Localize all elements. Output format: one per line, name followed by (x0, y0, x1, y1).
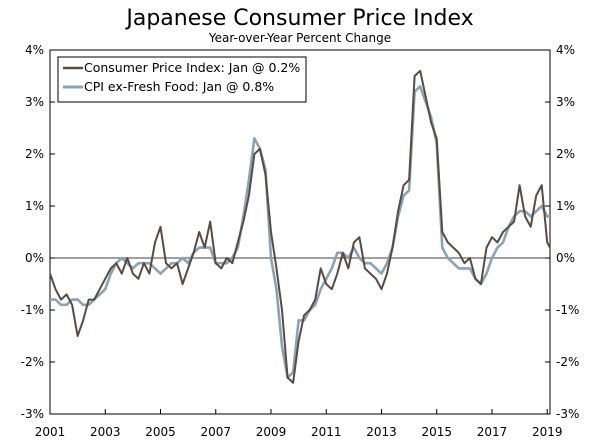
chart-subtitle: Year-over-Year Percent Change (208, 31, 391, 45)
x-tick-label: 2003 (90, 425, 121, 439)
y-tick-label-right: 0% (556, 251, 575, 265)
x-tick-label: 2007 (200, 425, 231, 439)
x-tick-label: 2013 (366, 425, 397, 439)
y-tick-label-left: -3% (21, 407, 44, 421)
y-tick-label-right: -1% (556, 303, 579, 317)
y-tick-label-right: -2% (556, 355, 579, 369)
x-tick-label: 2017 (477, 425, 508, 439)
y-tick-label-left: 1% (25, 199, 44, 213)
y-tick-label-left: -2% (21, 355, 44, 369)
y-tick-label-left: 3% (25, 95, 44, 109)
y-tick-label-right: 4% (556, 43, 575, 57)
y-tick-label-left: 2% (25, 147, 44, 161)
plot-frame (49, 49, 551, 415)
x-tick-label: 2001 (35, 425, 66, 439)
x-tick-label: 2009 (256, 425, 287, 439)
series-line-cpi-ex-fresh-food (50, 85, 550, 379)
legend-label: Consumer Price Index: Jan @ 0.2% (84, 60, 300, 75)
x-tick-label: 2015 (421, 425, 452, 439)
x-tick-label: 2011 (311, 425, 342, 439)
y-tick-label-left: 4% (25, 43, 44, 57)
legend-box (57, 56, 307, 103)
chart-title: Japanese Consumer Price Index (124, 6, 473, 31)
x-tick-label: 2019 (532, 425, 563, 439)
y-tick-label-right: 3% (556, 95, 575, 109)
x-tick-label: 2005 (145, 425, 176, 439)
y-tick-label-right: 1% (556, 199, 575, 213)
legend-label: CPI ex-Fresh Food: Jan @ 0.8% (84, 79, 274, 94)
y-tick-label-right: -3% (556, 407, 579, 421)
y-tick-label-left: 0% (25, 251, 44, 265)
y-tick-label-left: -1% (21, 303, 44, 317)
y-tick-label-right: 2% (556, 147, 575, 161)
series-line-cpi (49, 69, 551, 384)
